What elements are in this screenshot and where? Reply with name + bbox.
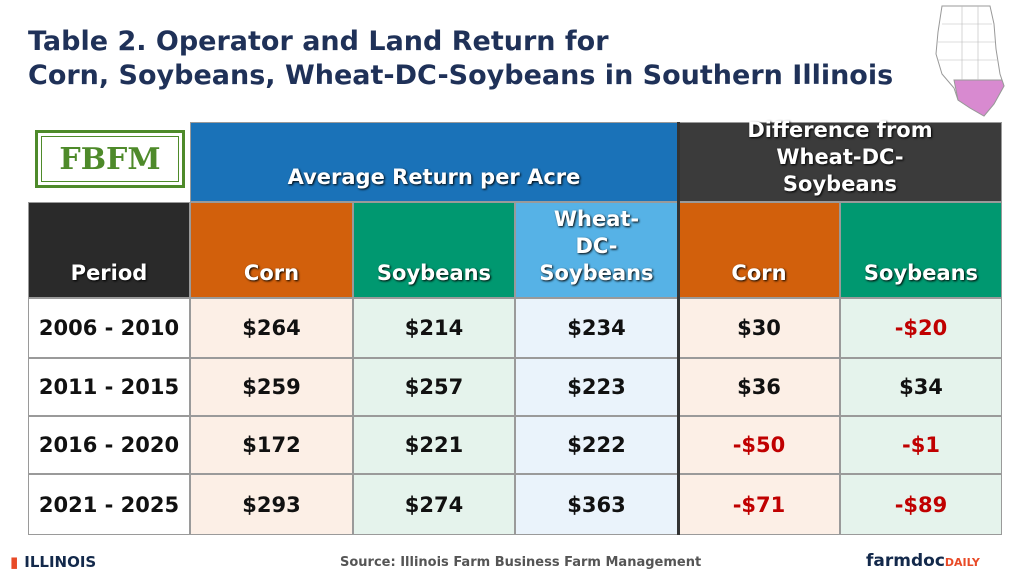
value-cell: $222 [515, 416, 678, 474]
value-cell: -$89 [840, 474, 1002, 535]
group-header: Difference from Wheat-DC-Soybeans [678, 118, 1002, 202]
value-cell: -$20 [840, 298, 1002, 358]
brand: farmdoc [866, 551, 945, 571]
column-header: Soybeans [840, 202, 1002, 298]
value-cell: $363 [515, 474, 678, 535]
value-cell: $172 [190, 416, 353, 474]
period-cell: 2006 - 2010 [28, 298, 190, 358]
value-cell: -$1 [840, 416, 1002, 474]
illinois-map [935, 5, 1005, 117]
title-line: Corn, Soybeans, Wheat-DC-Soybeans in Sou… [28, 60, 894, 91]
value-cell: $264 [190, 298, 353, 358]
column-header: Soybeans [353, 202, 515, 298]
value-cell: -$71 [678, 474, 840, 535]
value-cell: $30 [678, 298, 840, 358]
period-cell: 2021 - 2025 [28, 474, 190, 535]
title-line: Table 2. Operator and Land Return for [28, 26, 609, 57]
value-cell: $274 [353, 474, 515, 535]
value-cell: $257 [353, 358, 515, 416]
group-header: Average Return per Acre [190, 122, 678, 202]
value-cell: $234 [515, 298, 678, 358]
value-cell: $223 [515, 358, 678, 416]
source: Source: Illinois Farm Business Farm Mana… [340, 555, 702, 570]
column-header: Period [28, 202, 190, 298]
brand-suffix: DAILY [944, 556, 980, 569]
value-cell: $214 [353, 298, 515, 358]
column-header: Corn [190, 202, 353, 298]
divider [677, 122, 680, 535]
value-cell: -$50 [678, 416, 840, 474]
column-header: Corn [678, 202, 840, 298]
period-cell: 2016 - 2020 [28, 416, 190, 474]
column-header: Wheat-DC-Soybeans [515, 202, 678, 298]
value-cell: $259 [190, 358, 353, 416]
university: ILLINOIS [24, 553, 97, 571]
brand-logo: farmdocDAILY [866, 551, 980, 571]
fbfm-logo: FBFM [35, 130, 185, 188]
value-cell: $221 [353, 416, 515, 474]
value-cell: $36 [678, 358, 840, 416]
period-cell: 2011 - 2015 [28, 358, 190, 416]
university-logo: ▮ ILLINOIS [10, 553, 97, 571]
value-cell: $293 [190, 474, 353, 535]
value-cell: $34 [840, 358, 1002, 416]
logo-text: FBFM [59, 141, 161, 177]
